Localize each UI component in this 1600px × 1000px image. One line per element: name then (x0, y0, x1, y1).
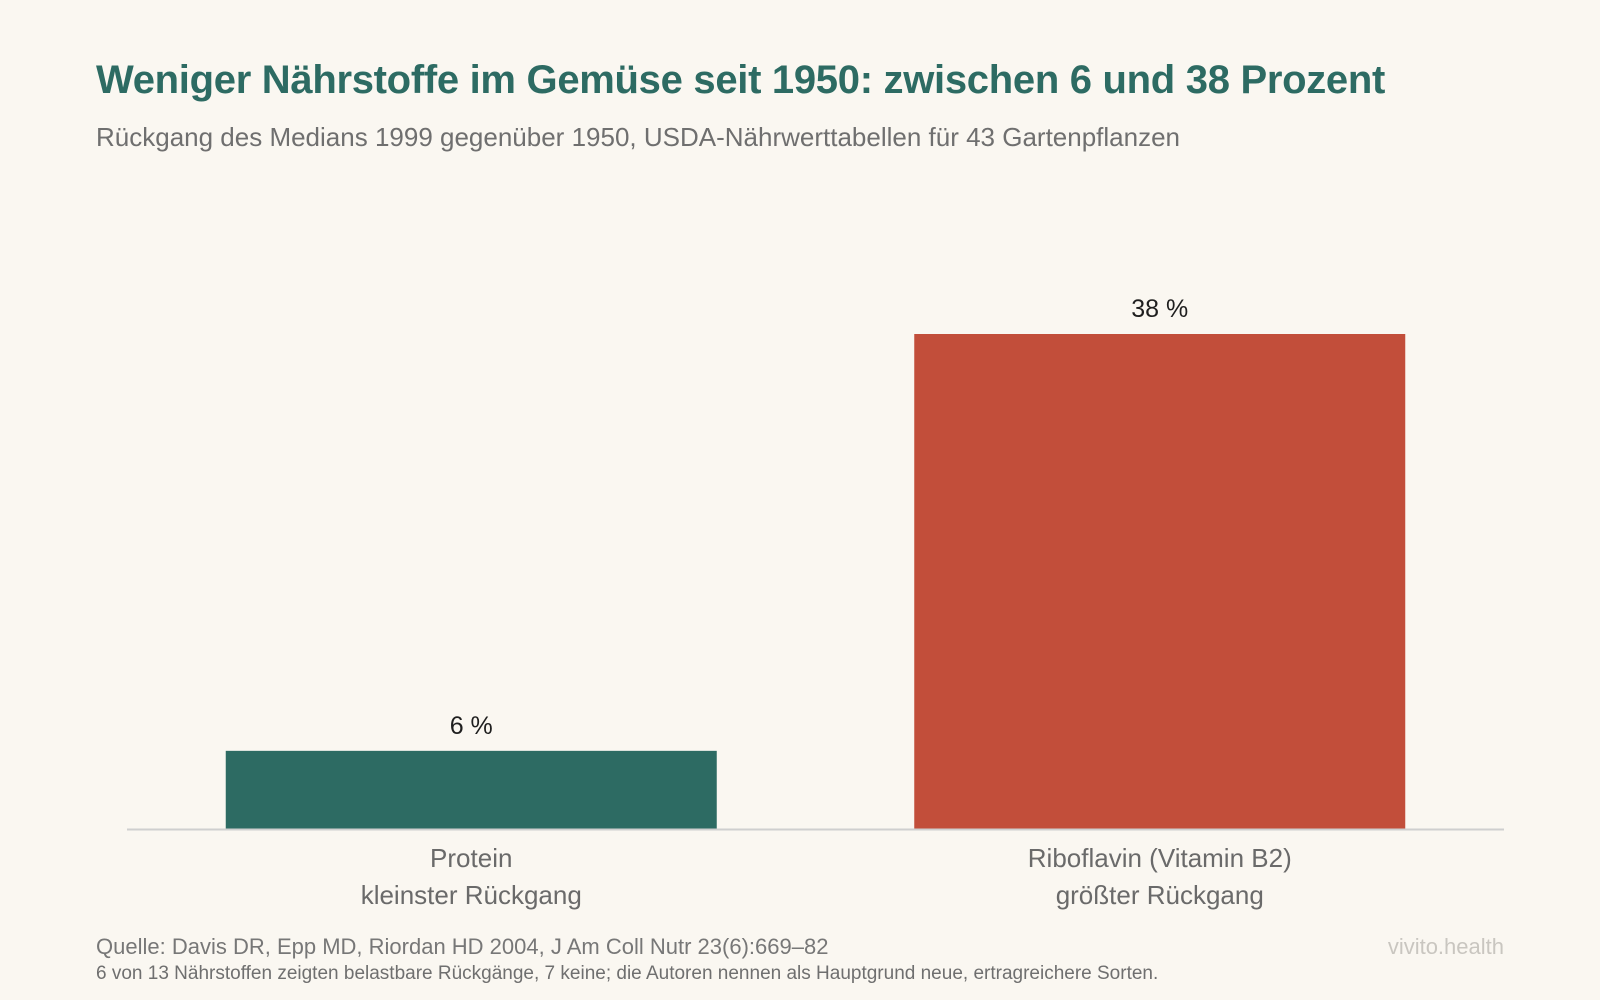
bar-1 (914, 334, 1406, 829)
footnote: 6 von 13 Nährstoffen zeigten belastbare … (96, 963, 1159, 984)
category-label-1-0: Riboflavin (Vitamin B2) (1028, 843, 1292, 873)
chart-title: Weniger Nährstoffe im Gemüse seit 1950: … (96, 58, 1386, 102)
data-label-1: 38 % (1131, 295, 1188, 323)
brand-logo-text: vivito.health (1387, 934, 1504, 959)
source-note: Quelle: Davis DR, Epp MD, Riordan HD 200… (96, 934, 829, 959)
data-label-0: 6 % (450, 712, 493, 740)
chart-subtitle: Rückgang des Medians 1999 gegenüber 1950… (96, 122, 1181, 152)
category-label-1-1: größter Rückgang (1056, 880, 1264, 910)
bar-0 (225, 750, 717, 829)
category-label-0-0: Protein (430, 843, 512, 873)
category-label-0-1: kleinster Rückgang (361, 880, 582, 910)
